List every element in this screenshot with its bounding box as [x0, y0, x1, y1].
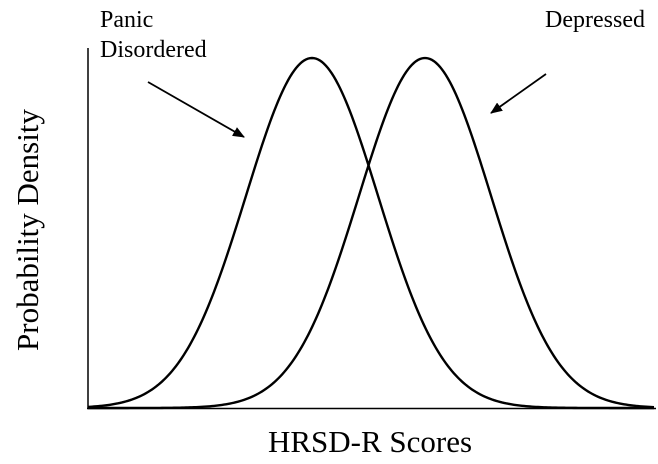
- depressed-curve: [88, 56, 655, 410]
- arrow: [147, 81, 245, 138]
- y-axis-label: Probability Density: [10, 109, 45, 351]
- x-axis-label: HRSD-R Scores: [268, 424, 472, 459]
- annotation: Disordered: [100, 37, 207, 63]
- panic-curve: [87, 56, 654, 410]
- arrow: [490, 73, 547, 114]
- annotation: Panic: [100, 7, 153, 33]
- annotation: Depressed: [545, 7, 645, 33]
